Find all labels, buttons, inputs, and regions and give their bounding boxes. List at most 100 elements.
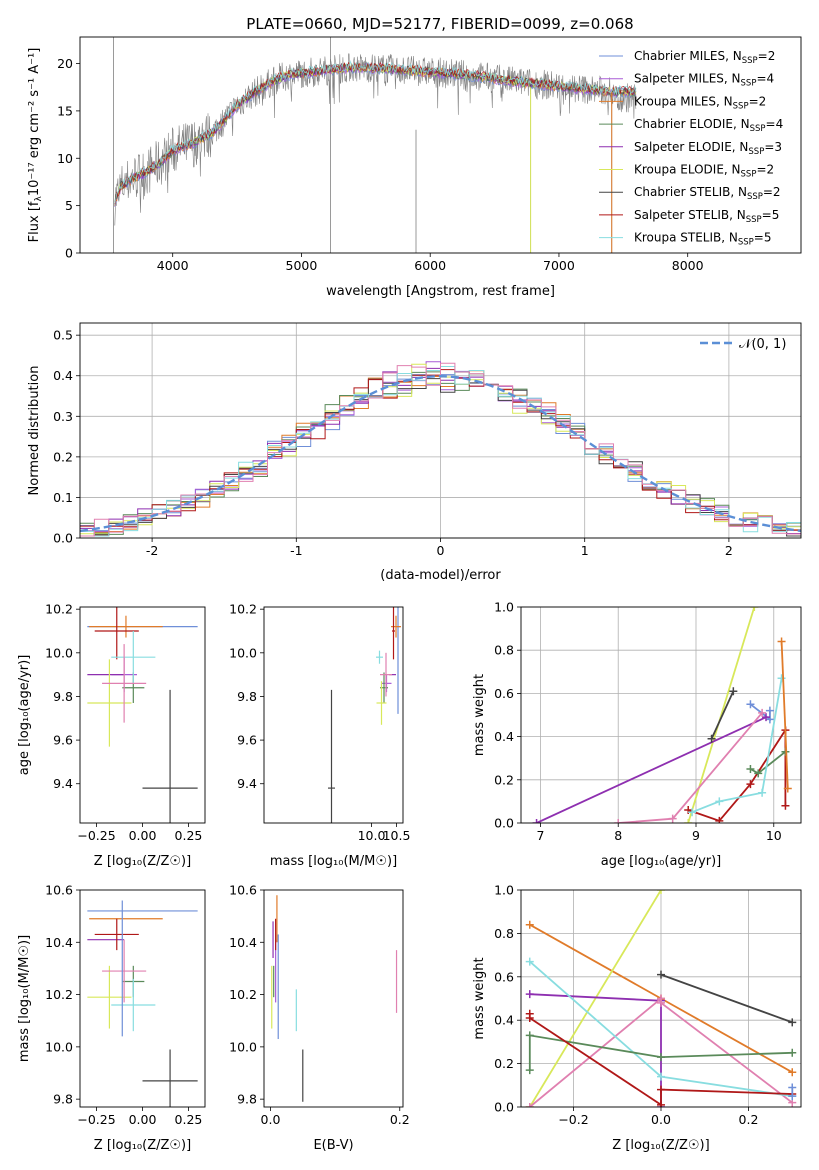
legend-label: 𝒩(0, 1)	[739, 337, 786, 352]
errorbar-point	[142, 1049, 198, 1107]
figure-title: PLATE=0660, MJD=52177, FIBERID=0099, z=0…	[246, 15, 633, 33]
y-tick-label: 0.5	[53, 328, 73, 343]
y-tick-label: 9.4	[53, 776, 73, 791]
errorbar-point	[142, 689, 198, 823]
legend-subscript: SSP	[750, 124, 766, 134]
y-tick-label: 0.2	[494, 772, 514, 787]
weight-vs-z-panel: −0.2 0.0 0.2 0.0 0.2 0.4 0.6 0.8 1.0 Z [log₁₀(Z/Z…	[472, 883, 802, 1153]
legend-value: =5	[762, 208, 780, 222]
weight-marker	[758, 788, 767, 797]
legend-value: =4	[766, 117, 784, 131]
weight-marker	[788, 1048, 797, 1057]
weight-series-line	[710, 690, 735, 740]
weight-marker	[788, 1018, 797, 1027]
y-axis-label: mass weight	[472, 957, 487, 1039]
x-axis-label: Z [log₁₀(Z/Z☉)]	[94, 854, 191, 869]
errorbar-point	[89, 615, 163, 638]
legend-label: Kroupa ELODIE, NSSP=2	[634, 163, 774, 180]
y-tick-label: 0.2	[53, 449, 73, 464]
y-tick-label: 0.8	[494, 926, 514, 941]
weight-marker	[754, 769, 763, 778]
weight-marker	[715, 797, 724, 806]
plot-area	[328, 607, 401, 823]
errorbar-point	[380, 652, 392, 697]
plot-area	[532, 607, 792, 823]
legend-subscript: SSP	[742, 56, 758, 66]
weight-marker	[525, 1066, 534, 1075]
y-tick-label: 10.0	[229, 645, 257, 660]
legend-label: Chabrier STELIB, NSSP=2	[634, 185, 781, 202]
x-tick-label: 8000	[672, 258, 704, 273]
axes: 7 8 9 10 0.0 0.2 0.4 0.6 0.8 1.0	[494, 600, 802, 843]
y-tick-label: 1.0	[494, 883, 514, 898]
weight-marker	[788, 1083, 797, 1092]
errorbar-point	[376, 681, 387, 725]
y-tick-label: 10.0	[45, 1039, 73, 1054]
weight-marker	[746, 780, 755, 789]
age-vs-z-panel: −0.25 0.00 0.25 9.4 9.6 9.8 10.0 10.2 Z [log₁₀(Z…	[17, 602, 206, 869]
weight-marker	[758, 708, 767, 717]
x-axis-label: Z [log₁₀(Z/Z☉)]	[94, 1138, 191, 1153]
weight-marker	[777, 674, 786, 683]
mass-vs-ebv-panel: 0.0 0.2 9.8 10.0 10.2 10.4 10.6 E(B-V)	[229, 883, 410, 1154]
axes-frame	[79, 322, 802, 539]
errorbar-point	[87, 659, 132, 747]
y-tick-label: 10	[57, 151, 73, 166]
y-axis-label: mass weight	[472, 674, 487, 756]
errorbar-point	[102, 644, 147, 723]
y-tick-label: 9.6	[237, 733, 257, 748]
weight-marker	[657, 1085, 665, 1094]
y-tick-label: 9.6	[53, 733, 73, 748]
weight-marker	[614, 819, 623, 823]
weight-marker	[783, 784, 792, 793]
legend-value: =2	[749, 94, 767, 108]
weight-marker	[532, 819, 541, 823]
x-axis-label: mass [log₁₀(M/M☉)]	[270, 854, 397, 869]
y-tick-label: 0.1	[53, 490, 73, 505]
weight-series-line	[536, 716, 767, 823]
x-tick-label: −0.2	[558, 1112, 588, 1127]
y-tick-label: 0.6	[494, 686, 514, 701]
y-tick-label: 10.6	[45, 883, 73, 898]
legend-value: =5	[754, 231, 772, 245]
x-tick-label: 10.0	[358, 828, 386, 843]
x-tick-label: -2	[146, 543, 158, 558]
y-tick-label: 0.4	[53, 368, 73, 383]
x-axis-label: Z [log₁₀(Z/Z☉)]	[612, 1138, 709, 1153]
x-tick-label: 1	[581, 543, 589, 558]
weight-marker	[525, 990, 534, 999]
x-tick-label: 7000	[543, 258, 575, 273]
legend-label: Salpeter STELIB, NSSP=5	[634, 208, 779, 225]
axes: 0.0 0.2 9.8 10.0 10.2 10.4 10.6	[229, 883, 410, 1128]
y-axis-label: age [log₁₀(age/yr)]	[17, 655, 32, 776]
y-axis-label: Flux [fλ10⁻¹⁷ erg cm⁻² s⁻¹ A⁻¹]	[27, 48, 44, 243]
y-tick-label: 9.8	[53, 689, 73, 704]
model-spectrum-line	[114, 61, 637, 204]
x-tick-label: 0.25	[175, 1112, 203, 1127]
legend-subscript: SSP	[746, 215, 762, 225]
x-axis-label: wavelength [Angstrom, rest frame]	[326, 284, 555, 299]
weight-series-line	[691, 678, 783, 814]
y-tick-label: 0.4	[494, 1013, 514, 1028]
legend-label: Chabrier MILES, NSSP=2	[634, 49, 775, 66]
x-tick-label: 0.2	[739, 1112, 759, 1127]
y-axis-label-rest: 10⁻¹⁷ erg cm⁻² s⁻¹ A⁻¹]	[27, 48, 42, 197]
weight-marker	[729, 687, 738, 696]
y-tick-label: 9.4	[237, 776, 257, 791]
x-tick-label: 8	[614, 828, 622, 843]
x-tick-label: 5000	[286, 258, 318, 273]
x-axis-label: E(B-V)	[313, 1138, 353, 1153]
x-axis-label: (data-model)/error	[380, 568, 501, 583]
weight-marker	[781, 801, 790, 810]
weight-series-line	[660, 973, 793, 1024]
y-tick-label: 0.6	[494, 969, 514, 984]
plot-area	[271, 895, 398, 1102]
errorbar-point	[376, 650, 383, 664]
normal-curve	[80, 374, 801, 533]
y-tick-label: 0.0	[494, 816, 514, 831]
y-tick-label: 0.8	[494, 643, 514, 658]
errorbar-point	[94, 918, 139, 951]
x-tick-label: 9	[692, 828, 700, 843]
errorbar-point	[87, 965, 132, 1029]
plot-area	[525, 890, 797, 1107]
